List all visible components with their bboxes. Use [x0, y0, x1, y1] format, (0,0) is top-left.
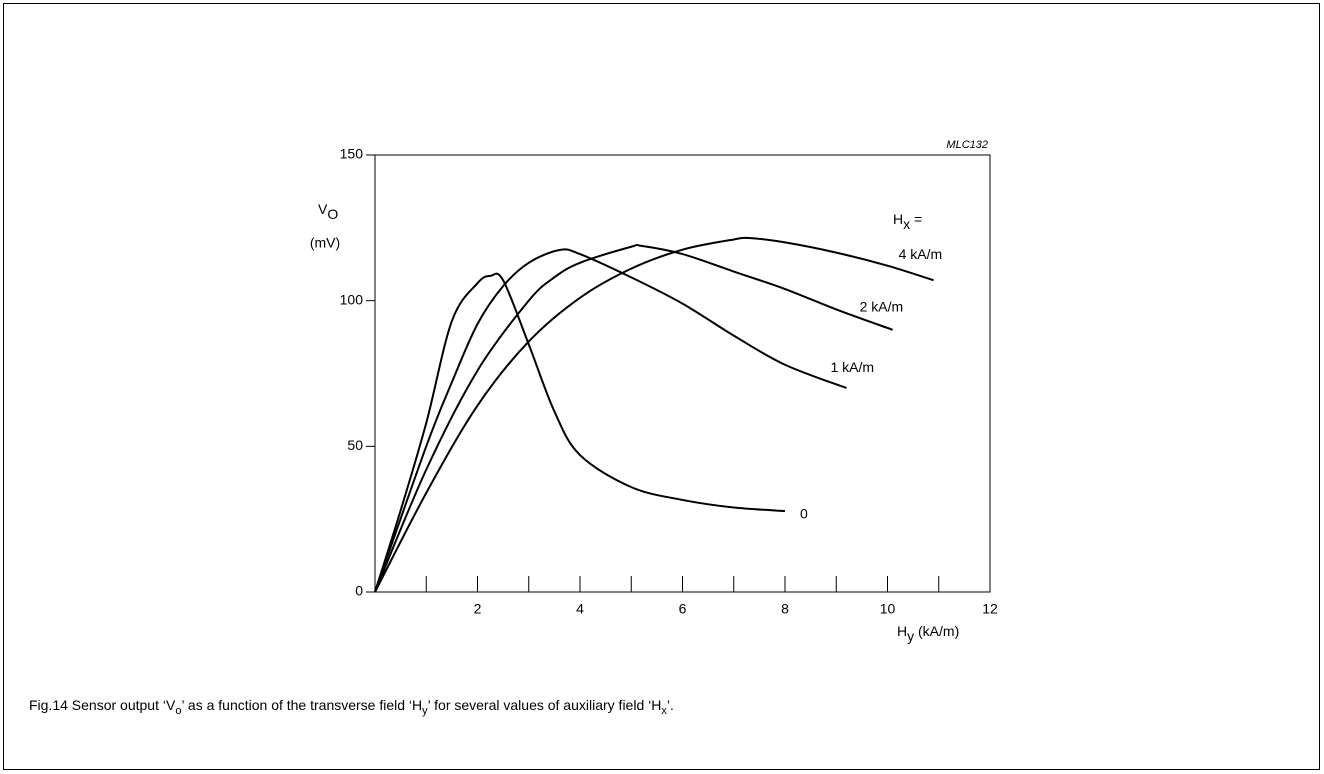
legend-title-part: =	[910, 211, 922, 227]
series-line	[374, 236, 934, 593]
x-tick-label: 8	[781, 601, 789, 617]
caption-part: Fig.14 Sensor output ‘V	[29, 697, 176, 713]
caption-sub: y	[422, 705, 428, 717]
x-axis-label-sub: y	[907, 628, 914, 644]
y-axis-label-sub: O	[327, 206, 338, 222]
y-axis-label-part: V	[318, 201, 328, 217]
legend-title-sub: x	[903, 216, 910, 232]
x-axis-label: Hy (kA/m)	[897, 623, 959, 644]
y-axis-unit: (mV)	[310, 235, 340, 251]
series-line	[374, 248, 847, 593]
series-label: 1 kA/m	[831, 359, 875, 375]
y-tick-label: 100	[340, 291, 364, 307]
x-tick-label: 4	[576, 601, 584, 617]
y-tick-label: 0	[355, 583, 363, 599]
caption-sub: x	[661, 705, 667, 717]
legend-title: Hx =	[893, 211, 922, 232]
x-tick-label: 10	[880, 601, 896, 617]
y-axis-label: VO	[318, 201, 338, 222]
legend-title-part: H	[893, 211, 903, 227]
series-label: 4 kA/m	[899, 246, 943, 262]
series-label: 2 kA/m	[860, 299, 904, 315]
frame	[3, 3, 1320, 770]
x-tick-label: 6	[679, 601, 687, 617]
x-tick-label: 12	[982, 601, 998, 617]
series-line	[374, 243, 893, 593]
x-axis-label-part: (kA/m)	[914, 623, 959, 639]
caption-sub: o	[175, 705, 181, 717]
x-tick-label: 2	[474, 601, 482, 617]
chart-code: MLC132	[946, 139, 988, 151]
caption: Fig.14 Sensor output ‘Vo’ as a function …	[29, 697, 674, 717]
caption-part: ’.	[667, 697, 674, 713]
series-line	[374, 272, 786, 593]
y-tick-label: 50	[347, 437, 363, 453]
series-label: 0	[800, 506, 808, 522]
x-axis-label-part: H	[897, 623, 907, 639]
caption-part: ’ as a function of the transverse field …	[181, 697, 422, 713]
caption-part: ’ for several values of auxiliary field …	[428, 697, 662, 713]
y-tick-label: 150	[340, 146, 364, 162]
